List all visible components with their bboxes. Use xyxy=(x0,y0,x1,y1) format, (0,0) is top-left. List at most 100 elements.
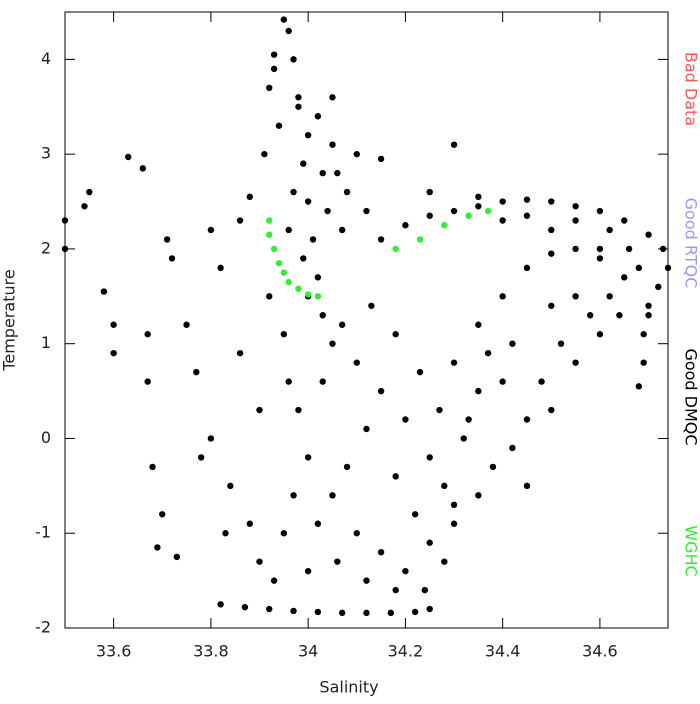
point xyxy=(509,445,515,451)
point xyxy=(86,189,92,195)
point xyxy=(422,587,428,593)
y-tick-label: -2 xyxy=(35,618,51,637)
point xyxy=(465,416,471,422)
point xyxy=(388,610,394,616)
x-tick-label: 34.4 xyxy=(485,642,521,661)
point xyxy=(110,322,116,328)
point xyxy=(242,604,248,610)
point xyxy=(490,464,496,470)
point xyxy=(499,378,505,384)
point xyxy=(266,232,272,238)
point xyxy=(597,246,603,252)
point xyxy=(110,350,116,356)
point xyxy=(451,359,457,365)
point xyxy=(665,265,671,271)
point xyxy=(290,189,296,195)
point xyxy=(315,609,321,615)
point xyxy=(402,568,408,574)
point xyxy=(320,378,326,384)
point xyxy=(509,340,515,346)
point xyxy=(305,198,311,204)
x-tick-label: 33.8 xyxy=(193,642,229,661)
point xyxy=(485,208,491,214)
point xyxy=(548,303,554,309)
point xyxy=(640,359,646,365)
point xyxy=(558,340,564,346)
y-tick-label: 0 xyxy=(41,428,51,447)
point xyxy=(475,203,481,209)
point xyxy=(198,454,204,460)
point xyxy=(636,383,642,389)
point xyxy=(285,227,291,233)
point xyxy=(159,511,165,517)
point xyxy=(305,291,311,297)
point xyxy=(475,492,481,498)
point xyxy=(169,255,175,261)
point xyxy=(402,222,408,228)
legend-label: Good RTQC xyxy=(682,198,700,289)
y-tick-label: 2 xyxy=(41,238,51,257)
point xyxy=(660,246,666,252)
point xyxy=(256,407,262,413)
point xyxy=(451,208,457,214)
point xyxy=(320,170,326,176)
point xyxy=(417,236,423,242)
point xyxy=(475,194,481,200)
point xyxy=(271,246,277,252)
point xyxy=(524,416,530,422)
legend-label: Good DMQC xyxy=(682,348,700,445)
point xyxy=(572,246,578,252)
point xyxy=(475,388,481,394)
point xyxy=(125,154,131,160)
point xyxy=(290,492,296,498)
point xyxy=(427,540,433,546)
point xyxy=(368,303,374,309)
point xyxy=(266,606,272,612)
point xyxy=(149,464,155,470)
point xyxy=(392,246,398,252)
point xyxy=(285,28,291,34)
point xyxy=(295,286,301,292)
point xyxy=(271,51,277,57)
point xyxy=(193,369,199,375)
point xyxy=(183,322,189,328)
point xyxy=(281,16,287,22)
point xyxy=(315,274,321,280)
point xyxy=(417,369,423,375)
point xyxy=(645,312,651,318)
point xyxy=(636,265,642,271)
point xyxy=(436,407,442,413)
point xyxy=(645,232,651,238)
point xyxy=(402,416,408,422)
y-tick-label: -1 xyxy=(35,523,51,542)
point xyxy=(329,492,335,498)
point xyxy=(524,483,530,489)
point xyxy=(266,293,272,299)
point xyxy=(329,94,335,100)
point xyxy=(392,587,398,593)
point xyxy=(344,464,350,470)
point xyxy=(548,227,554,233)
point xyxy=(315,293,321,299)
point xyxy=(626,246,632,252)
y-tick-label: 4 xyxy=(41,49,51,68)
point xyxy=(640,331,646,337)
point xyxy=(140,165,146,171)
point xyxy=(247,194,253,200)
point xyxy=(524,196,530,202)
point xyxy=(378,236,384,242)
point xyxy=(281,331,287,337)
point xyxy=(315,521,321,527)
point xyxy=(334,558,340,564)
point xyxy=(208,227,214,233)
point xyxy=(475,322,481,328)
point xyxy=(499,217,505,223)
point xyxy=(276,260,282,266)
point xyxy=(606,293,612,299)
x-axis-label: Salinity xyxy=(319,678,378,697)
plot-frame xyxy=(65,12,668,628)
x-tick-label: 34.2 xyxy=(388,642,424,661)
point xyxy=(271,577,277,583)
point xyxy=(217,601,223,607)
point xyxy=(295,94,301,100)
